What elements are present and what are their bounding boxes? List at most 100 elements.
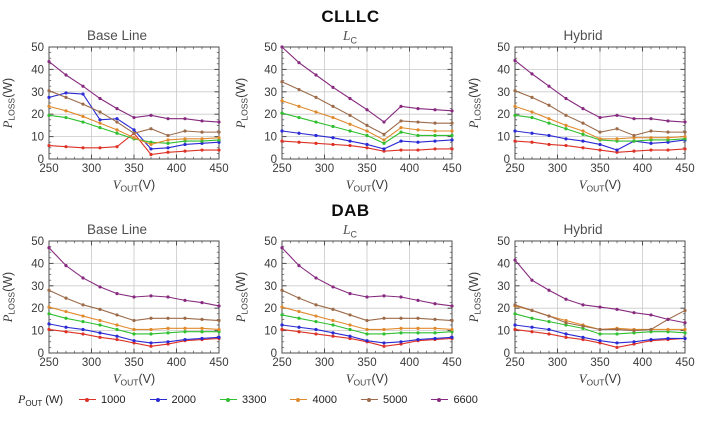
svg-text:10: 10 xyxy=(31,132,44,144)
data-point xyxy=(297,264,301,268)
svg-text:250: 250 xyxy=(39,357,58,369)
chart-canvas: 250 300 350 400 450 0 10 20 30 40 50 VOUT(V) PLOSS(W… xyxy=(234,236,462,388)
data-point xyxy=(331,318,335,323)
chart-canvas: 250 300 350 400 450 0 10 20 30 40 50 VOUT(V) PLOSS(W… xyxy=(1,236,229,388)
data-point xyxy=(183,117,187,121)
data-point xyxy=(450,318,454,323)
data-point xyxy=(200,317,204,321)
data-point xyxy=(649,337,653,342)
data-point xyxy=(598,115,602,120)
data-point xyxy=(217,148,221,152)
data-point xyxy=(649,136,653,140)
data-point xyxy=(149,332,153,336)
data-point xyxy=(382,149,386,153)
svg-text:50: 50 xyxy=(31,236,44,248)
data-point xyxy=(314,95,318,99)
data-point xyxy=(132,128,136,132)
data-point xyxy=(115,292,119,296)
data-point xyxy=(348,96,352,101)
y-axis-label: PLOSS(W) xyxy=(234,272,250,323)
data-point xyxy=(115,107,119,111)
data-point xyxy=(564,96,568,101)
data-point xyxy=(683,321,687,325)
data-point xyxy=(149,294,153,298)
data-point xyxy=(98,96,102,101)
data-point xyxy=(666,136,670,140)
data-point xyxy=(64,91,68,95)
group-dab: DAB Base Line 250 300 350 400 450 0 10 20 30 40 50… xyxy=(1,194,700,388)
data-point xyxy=(365,332,369,336)
svg-text:300: 300 xyxy=(82,357,101,369)
svg-text:40: 40 xyxy=(497,64,510,76)
data-point xyxy=(581,107,585,111)
data-point xyxy=(64,309,68,314)
data-point xyxy=(331,136,335,140)
data-point xyxy=(297,61,301,65)
data-point xyxy=(450,129,454,133)
svg-text:20: 20 xyxy=(497,303,510,315)
data-point xyxy=(513,139,517,143)
data-point xyxy=(450,133,454,138)
svg-text:400: 400 xyxy=(400,357,419,369)
data-point xyxy=(530,308,534,313)
data-point xyxy=(47,104,51,108)
svg-text:30: 30 xyxy=(31,281,44,293)
data-point xyxy=(331,331,335,335)
data-point xyxy=(166,150,170,154)
legend: POUT (W) 1000 2000 3300 4000 5000 6600 xyxy=(18,391,701,409)
data-point xyxy=(399,139,403,143)
data-point xyxy=(433,133,437,138)
data-point xyxy=(132,332,136,336)
data-point xyxy=(200,301,204,305)
data-point xyxy=(200,119,204,123)
data-point xyxy=(530,140,534,144)
subplot-title: LC xyxy=(342,28,357,46)
data-point xyxy=(149,127,153,131)
data-point xyxy=(132,131,136,135)
data-point xyxy=(200,326,204,330)
data-point xyxy=(348,334,352,338)
svg-text:0: 0 xyxy=(504,154,510,166)
y-axis-label: PLOSS(W) xyxy=(1,272,17,323)
data-point xyxy=(564,123,568,127)
svg-text:50: 50 xyxy=(497,42,510,54)
legend-line-icon xyxy=(360,396,378,404)
data-point xyxy=(217,130,221,134)
data-point xyxy=(132,341,136,345)
data-point xyxy=(382,332,386,336)
data-point xyxy=(81,320,85,324)
data-point xyxy=(598,327,602,332)
data-point xyxy=(581,326,585,330)
data-point xyxy=(547,314,551,318)
data-point xyxy=(649,330,653,334)
svg-text:250: 250 xyxy=(272,357,291,369)
data-point xyxy=(280,323,284,327)
data-point xyxy=(81,332,85,336)
legend-entry-1000: 1000 xyxy=(79,394,126,406)
data-point xyxy=(666,336,670,341)
group-title-dab: DAB xyxy=(331,201,370,220)
data-point xyxy=(166,133,170,138)
data-point xyxy=(666,330,670,334)
data-point xyxy=(683,137,687,141)
data-point xyxy=(649,138,653,142)
data-point xyxy=(132,327,136,332)
data-point xyxy=(530,95,534,99)
x-axis-label: VOUT(V) xyxy=(113,178,155,194)
y-axis-label: PLOSS(W) xyxy=(234,78,250,129)
data-point xyxy=(547,121,551,125)
data-point xyxy=(149,142,153,147)
data-point xyxy=(115,117,119,121)
data-point xyxy=(581,139,585,143)
data-point xyxy=(200,148,204,152)
data-point xyxy=(416,337,420,342)
data-point xyxy=(399,326,403,330)
data-point xyxy=(416,331,420,335)
data-point xyxy=(149,140,153,144)
data-point xyxy=(314,73,318,77)
data-point xyxy=(649,141,653,145)
data-point xyxy=(365,318,369,323)
data-point xyxy=(314,141,318,145)
data-point xyxy=(348,292,352,296)
data-point xyxy=(98,285,102,289)
